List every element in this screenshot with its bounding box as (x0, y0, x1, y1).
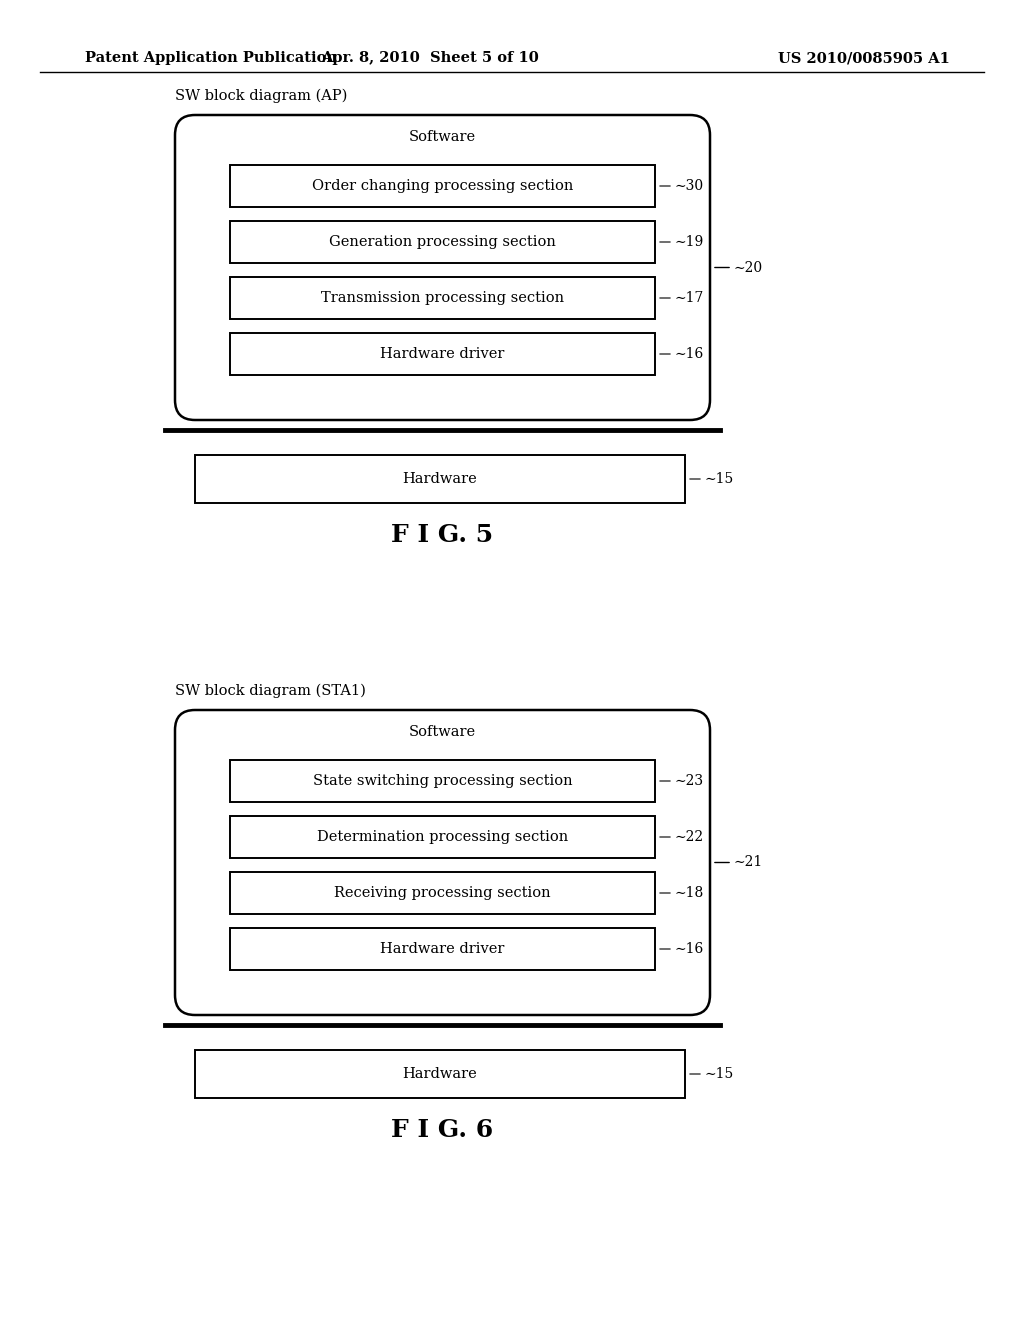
Text: Apr. 8, 2010  Sheet 5 of 10: Apr. 8, 2010 Sheet 5 of 10 (322, 51, 539, 65)
Bar (195, 455, 685, 503)
Bar (230, 928, 655, 970)
Bar (230, 760, 655, 803)
Text: US 2010/0085905 A1: US 2010/0085905 A1 (778, 51, 950, 65)
Text: F I G. 6: F I G. 6 (391, 1118, 494, 1142)
Text: Generation processing section: Generation processing section (329, 235, 556, 249)
Text: ∼19: ∼19 (675, 235, 705, 249)
FancyBboxPatch shape (175, 710, 710, 1015)
Text: Order changing processing section: Order changing processing section (312, 180, 573, 193)
Text: ∼21: ∼21 (734, 855, 763, 870)
Text: ∼15: ∼15 (705, 473, 734, 486)
Text: SW block diagram (AP): SW block diagram (AP) (175, 88, 347, 103)
FancyBboxPatch shape (175, 115, 710, 420)
Text: ∼20: ∼20 (734, 260, 763, 275)
Text: ∼18: ∼18 (675, 886, 705, 900)
Text: State switching processing section: State switching processing section (312, 774, 572, 788)
Bar (230, 220, 655, 263)
Text: Patent Application Publication: Patent Application Publication (85, 51, 337, 65)
Bar (230, 333, 655, 375)
Text: Hardware: Hardware (402, 473, 477, 486)
Text: Transmission processing section: Transmission processing section (321, 290, 564, 305)
Bar (195, 1049, 685, 1098)
Text: ∼23: ∼23 (675, 774, 705, 788)
Text: ∼15: ∼15 (705, 1067, 734, 1081)
Bar (230, 165, 655, 207)
Text: Hardware driver: Hardware driver (380, 942, 505, 956)
Text: Receiving processing section: Receiving processing section (334, 886, 551, 900)
Text: F I G. 5: F I G. 5 (391, 523, 494, 546)
Text: Software: Software (409, 725, 476, 739)
Text: ∼30: ∼30 (675, 180, 705, 193)
Bar (230, 873, 655, 913)
Text: ∼16: ∼16 (675, 347, 705, 360)
Text: Determination processing section: Determination processing section (316, 830, 568, 843)
Text: ∼16: ∼16 (675, 942, 705, 956)
Text: ∼22: ∼22 (675, 830, 705, 843)
Bar (230, 816, 655, 858)
Bar (230, 277, 655, 319)
Text: Hardware driver: Hardware driver (380, 347, 505, 360)
Text: Software: Software (409, 129, 476, 144)
Text: ∼17: ∼17 (675, 290, 705, 305)
Text: SW block diagram (STA1): SW block diagram (STA1) (175, 684, 366, 698)
Text: Hardware: Hardware (402, 1067, 477, 1081)
